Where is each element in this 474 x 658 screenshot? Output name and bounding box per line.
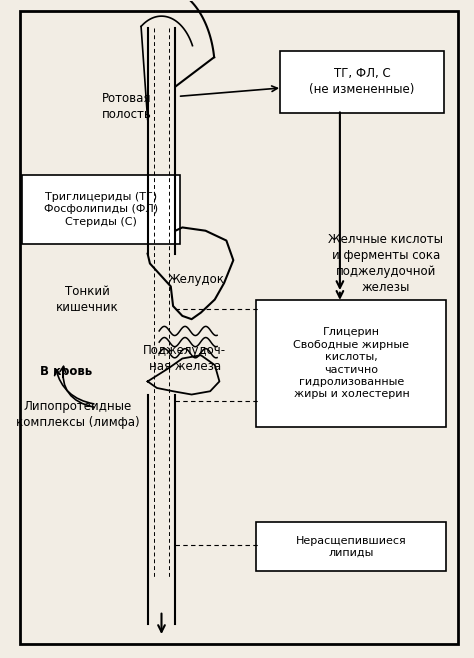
Text: Поджелудоч-
ная железа: Поджелудоч- ная железа [143,344,226,373]
Text: Триглицериды (ТГ)
Фосфолипиды (ФЛ)
Стериды (С): Триглицериды (ТГ) Фосфолипиды (ФЛ) Стери… [44,192,158,227]
Text: Тонкий
кишечник: Тонкий кишечник [56,285,118,314]
Text: Липопротеидные
комплексы (лимфа): Липопротеидные комплексы (лимфа) [16,399,140,428]
Text: Желудок: Желудок [168,273,225,286]
Text: В кровь: В кровь [40,365,92,378]
FancyBboxPatch shape [256,299,447,427]
Text: Ротовая
полость: Ротовая полость [102,91,152,120]
FancyBboxPatch shape [280,51,444,113]
FancyBboxPatch shape [256,522,447,571]
Text: Глицерин
Свободные жирные
кислоты,
частично
гидролизованные
жиры и холестерин: Глицерин Свободные жирные кислоты, части… [293,328,410,399]
Text: Нерасщепившиеся
липиды: Нерасщепившиеся липиды [296,536,407,558]
Text: ТГ, ФЛ, С
(не измененные): ТГ, ФЛ, С (не измененные) [309,67,415,96]
FancyBboxPatch shape [22,175,180,244]
FancyBboxPatch shape [20,11,458,644]
Text: Желчные кислоты
и ферменты сока
поджелудочной
железы: Желчные кислоты и ферменты сока поджелуд… [328,233,443,294]
